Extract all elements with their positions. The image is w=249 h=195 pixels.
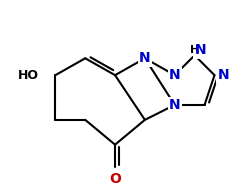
Text: N: N bbox=[169, 98, 181, 112]
Text: N: N bbox=[195, 43, 206, 57]
Text: N: N bbox=[217, 68, 229, 82]
Text: N: N bbox=[139, 51, 151, 65]
Text: N: N bbox=[169, 68, 181, 82]
Text: N: N bbox=[169, 68, 181, 82]
Text: HO: HO bbox=[17, 69, 39, 82]
Text: H: H bbox=[190, 45, 199, 55]
Text: H: H bbox=[190, 45, 199, 55]
Text: N: N bbox=[217, 68, 229, 82]
Text: N: N bbox=[195, 43, 206, 57]
Text: N: N bbox=[169, 98, 181, 112]
Text: N: N bbox=[139, 51, 151, 65]
Text: O: O bbox=[109, 172, 121, 186]
Text: O: O bbox=[109, 172, 121, 186]
Text: HO: HO bbox=[17, 69, 39, 82]
